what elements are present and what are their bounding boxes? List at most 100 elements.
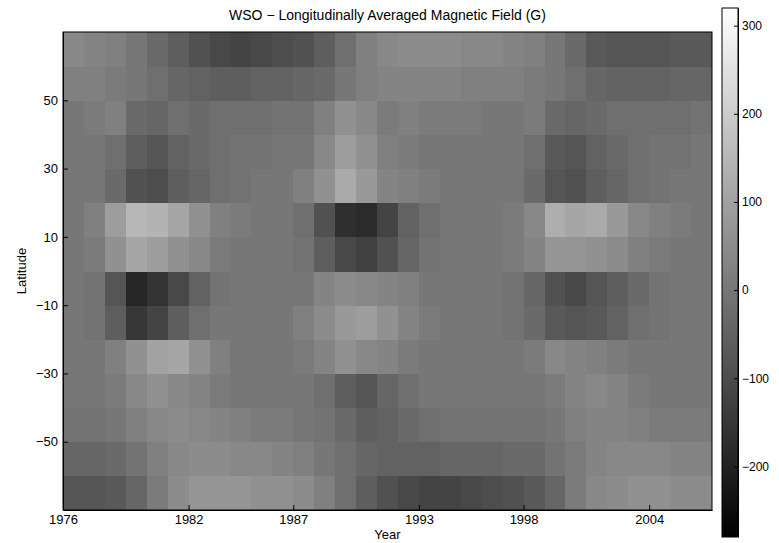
cell [314,305,335,340]
cell [272,373,293,408]
cell [607,339,628,374]
cell [147,373,168,408]
cell [398,305,419,340]
cell [398,339,419,374]
cell [607,442,628,477]
tick-mark [63,100,68,101]
tick: 1987 [279,505,308,527]
cell [377,237,398,272]
tick-mark [734,114,738,115]
cell [105,373,126,408]
cell [126,305,147,340]
cell [565,66,586,101]
cell [586,339,607,374]
cell [670,32,691,67]
cell [670,271,691,306]
cell [168,373,189,408]
y-axis-title: Latitude [14,248,29,294]
cell [356,66,377,101]
colorbar-axis: −200−1000100200300 [734,9,769,538]
cell [356,305,377,340]
cell [314,442,335,477]
cell [482,373,503,408]
cell [628,203,649,238]
cell [565,339,586,374]
cell [482,203,503,238]
cell [461,134,482,169]
cell [147,408,168,443]
cell [670,203,691,238]
cell [251,237,272,272]
tick-label: −10 [36,298,58,313]
cell [314,271,335,306]
cell [419,203,440,238]
cell [63,442,84,477]
cell [649,442,670,477]
tick: 50 [44,93,68,108]
cell [565,305,586,340]
cell [314,32,335,67]
cell [168,271,189,306]
cell [670,476,691,510]
cell [524,237,545,272]
cell [251,476,272,510]
cell [272,66,293,101]
cell [670,442,691,477]
cell [607,134,628,169]
cell [440,32,461,67]
cell [189,134,210,169]
cell [293,100,314,135]
tick-label: 200 [742,107,762,121]
cell [565,134,586,169]
x-axis: 197619821987199319982004 [49,505,712,527]
tick-label: −50 [36,434,58,449]
cell [272,476,293,510]
tick: 100 [734,195,762,209]
cell [649,32,670,67]
cell [84,339,105,374]
cell [670,169,691,204]
cell [189,271,210,306]
cell [168,476,189,510]
cell [251,442,272,477]
tick-label: −100 [742,372,769,386]
cell [524,134,545,169]
cell [482,476,503,510]
cell [168,32,189,67]
cell [524,32,545,67]
cell [314,339,335,374]
tick-mark [734,290,738,291]
cell [335,66,356,101]
cell [356,271,377,306]
cell [314,476,335,510]
cell [419,339,440,374]
x-axis-title: Year [374,527,401,542]
cell [545,203,566,238]
cell [63,408,84,443]
cell [691,305,712,340]
cell [586,373,607,408]
cell [565,476,586,510]
cell [272,271,293,306]
cell [189,305,210,340]
cell [251,339,272,374]
cell [230,203,251,238]
cell [461,66,482,101]
cell [84,476,105,510]
cell [503,408,524,443]
cell [105,476,126,510]
cell [607,305,628,340]
cell [586,169,607,204]
cell [230,66,251,101]
cell [691,373,712,408]
cell [335,169,356,204]
cell [210,32,231,67]
cell [272,339,293,374]
cell [586,100,607,135]
cell [230,305,251,340]
cell [377,203,398,238]
cell [586,32,607,67]
cell [168,203,189,238]
tick: 200 [734,107,762,121]
cell [356,134,377,169]
